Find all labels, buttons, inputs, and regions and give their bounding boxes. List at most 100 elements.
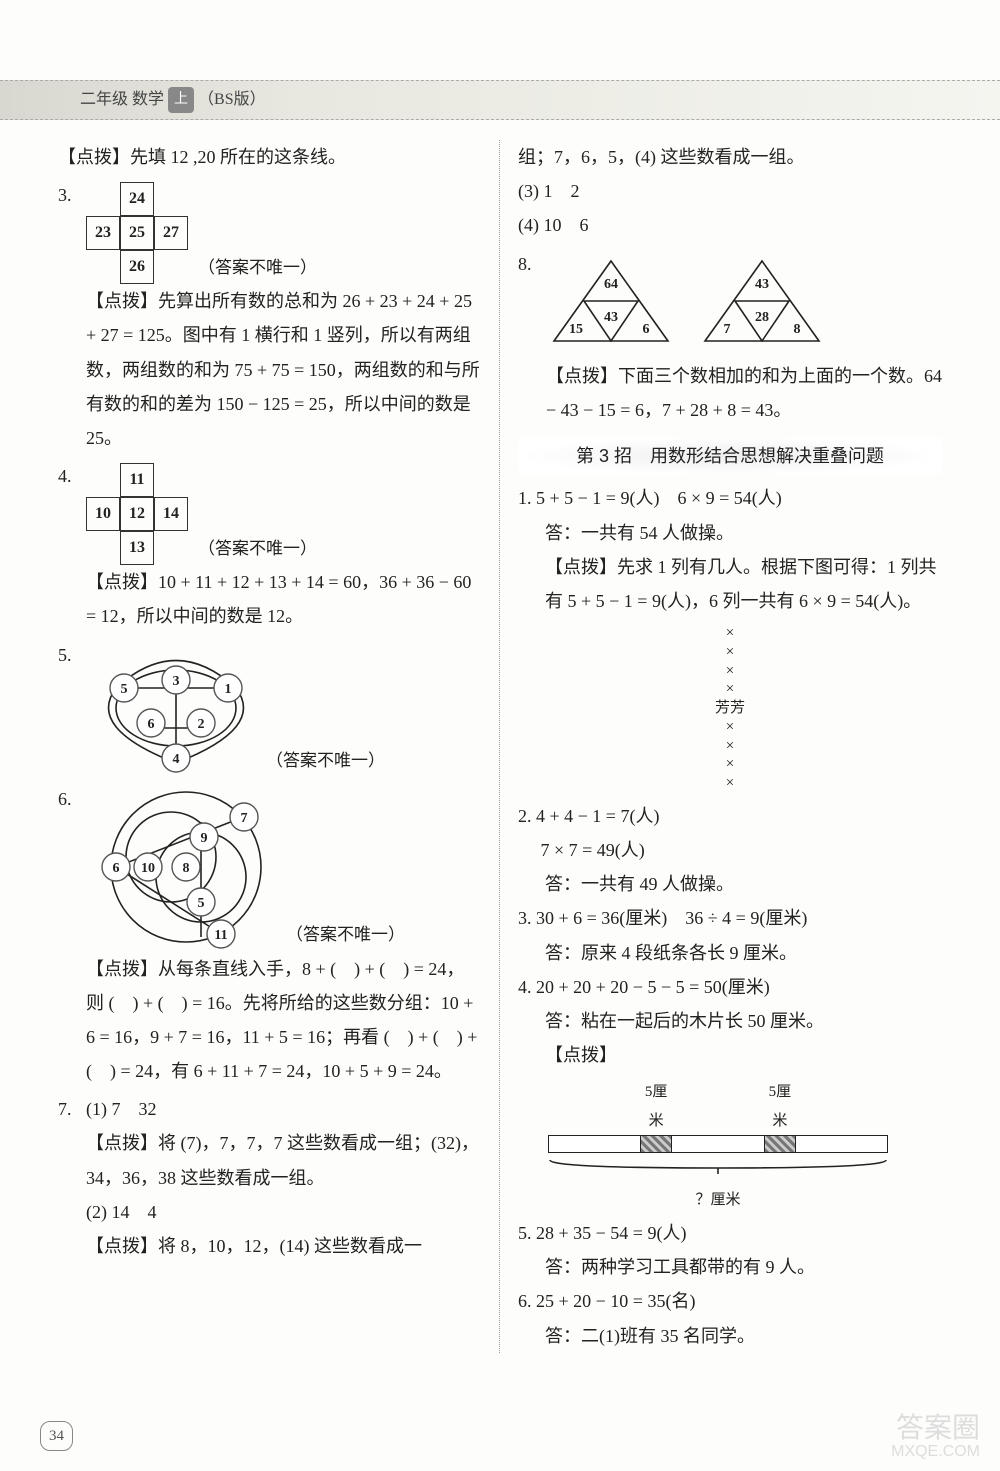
- s2-l2: 7 × 7 = 49(人): [518, 833, 942, 867]
- s4-ans: 答：粘在一起后的木片长 50 厘米。: [518, 1004, 942, 1038]
- q4-note: （答案不唯一）: [198, 533, 317, 565]
- q5-diagram: 5 3 1 6 2 4: [86, 638, 266, 778]
- q7-p4: (4) 10 6: [518, 208, 942, 242]
- cell-l: 23: [86, 216, 120, 250]
- cell-r: 14: [154, 497, 188, 531]
- svg-text:7: 7: [241, 811, 248, 826]
- s3-l1: 3. 30 + 6 = 36(厘米) 36 ÷ 4 = 9(厘米): [518, 901, 942, 935]
- s2-ans: 答：一共有 49 人做操。: [518, 867, 942, 901]
- q3: 3. 24 232527 26 （答案不唯一） 【点拨】先算出所有数的总和为 2…: [58, 178, 481, 455]
- q3-cross: 24 232527 26: [86, 182, 188, 284]
- svg-text:28: 28: [755, 310, 769, 325]
- q4-num: 4.: [58, 459, 86, 633]
- s4-figure: 5厘米 5厘米 ？厘米: [548, 1078, 942, 1214]
- svg-text:2: 2: [198, 717, 205, 732]
- q7-h2: 【点拨】将 8，10，12，(14) 这些数看成一: [86, 1229, 481, 1263]
- s6-ans: 答：二(1)班有 35 名同学。: [518, 1319, 942, 1353]
- q4-cross: 11 101214 13: [86, 463, 188, 565]
- s1: 1. 5 + 5 − 1 = 9(人) 6 × 9 = 54(人) 答：一共有 …: [518, 481, 942, 793]
- q5-num: 5.: [58, 638, 86, 778]
- q7-p3: (3) 1 2: [518, 174, 942, 208]
- s1-fang: 芳芳: [715, 700, 745, 716]
- s5-ans: 答：两种学习工具都带的有 9 人。: [518, 1250, 942, 1284]
- svg-text:8: 8: [793, 322, 800, 337]
- svg-text:6: 6: [113, 861, 120, 876]
- svg-text:6: 6: [643, 322, 650, 337]
- q6-nodes: 6 10 8 9 7 5 11: [102, 803, 258, 948]
- strip-q: ？厘米: [548, 1186, 888, 1215]
- q6-hint: 【点拨】从每条直线入手，8 + ( ) + ( ) = 24，则 ( ) + (…: [86, 952, 481, 1089]
- cell-c: 25: [120, 216, 154, 250]
- q7-p1: (1) 7 32: [86, 1092, 481, 1126]
- s4: 4. 20 + 20 + 20 − 5 − 5 = 50(厘米) 答：粘在一起后…: [518, 970, 942, 1214]
- page-number: 34: [40, 1421, 73, 1452]
- q6-note: （答案不唯一）: [286, 919, 405, 951]
- columns: 【点拨】先填 12 ,20 所在的这条线。 3. 24 232527 26 （答…: [40, 140, 960, 1353]
- q7-num: 7.: [58, 1092, 86, 1263]
- q8-num: 8.: [518, 247, 546, 428]
- cell-l: 10: [86, 497, 120, 531]
- q5-note: （答案不唯一）: [266, 745, 385, 777]
- q5: 5. 5 3: [58, 638, 481, 778]
- cell-t: 24: [120, 182, 154, 216]
- q3-note: （答案不唯一）: [198, 252, 317, 284]
- cell-b: 13: [120, 531, 154, 565]
- header-grade: 二年级 数学: [80, 85, 164, 115]
- wm-l2: MXQE.COM: [891, 1443, 980, 1461]
- header-vol: 上: [168, 87, 194, 114]
- watermark: 答案圈 MXQE.COM: [891, 1413, 980, 1461]
- q6-num: 6.: [58, 782, 86, 1089]
- s4-hlabel: 【点拨】: [518, 1038, 942, 1072]
- left-column: 【点拨】先填 12 ,20 所在的这条线。 3. 24 232527 26 （答…: [40, 140, 500, 1353]
- hint-top: 【点拨】先填 12 ,20 所在的这条线。: [58, 140, 481, 174]
- q7-h1: 【点拨】将 (7)，7，7，7 这些数看成一组；(32)，34，36，38 这些…: [86, 1126, 481, 1194]
- s5: 5. 28 + 35 − 54 = 9(人) 答：两种学习工具都带的有 9 人。: [518, 1216, 942, 1284]
- cell-c: 12: [120, 497, 154, 531]
- s4-l1: 4. 20 + 20 + 20 − 5 − 5 = 50(厘米): [518, 970, 942, 1004]
- page: 二年级 数学 上 （BS版） 【点拨】先填 12 ,20 所在的这条线。 3. …: [0, 0, 1000, 1471]
- svg-text:11: 11: [214, 928, 227, 943]
- svg-text:64: 64: [604, 277, 618, 292]
- s6: 6. 25 + 20 − 10 = 35(名) 答：二(1)班有 35 名同学。: [518, 1284, 942, 1352]
- cell-t: 11: [120, 463, 154, 497]
- s1-ans: 答：一共有 54 人做操。: [518, 516, 942, 550]
- q3-hint: 【点拨】先算出所有数的总和为 26 + 23 + 24 + 25 + 27 = …: [86, 284, 481, 455]
- seg2-label: 5厘米: [764, 1078, 795, 1135]
- wm-l1: 答案圈: [891, 1413, 980, 1444]
- right-column: 组；7，6，5，(4) 这些数看成一组。 (3) 1 2 (4) 10 6 8.…: [500, 140, 960, 1353]
- svg-text:3: 3: [173, 674, 180, 689]
- s1-figure: ×××× 芳芳 ××××: [518, 624, 942, 793]
- q8-tri2: 43 7 28 8: [697, 253, 827, 348]
- q6-diagram: 6 10 8 9 7 5 11: [86, 782, 286, 952]
- svg-text:43: 43: [755, 277, 769, 292]
- q8: 8. 64 15 43 6: [518, 247, 942, 428]
- brace-icon: [548, 1158, 888, 1176]
- svg-text:43: 43: [604, 310, 618, 325]
- page-header: 二年级 数学 上 （BS版）: [0, 80, 1000, 120]
- s2-l1: 2. 4 + 4 − 1 = 7(人): [518, 799, 942, 833]
- svg-text:8: 8: [183, 861, 190, 876]
- q3-num: 3.: [58, 178, 86, 455]
- section-3-banner: 第 3 招 用数形结合思想解决重叠问题: [518, 437, 942, 475]
- header-edition: （BS版）: [198, 85, 266, 115]
- svg-text:5: 5: [121, 682, 128, 697]
- s1-hint: 【点拨】先求 1 列有几人。根据下图可得：1 列共有 5 + 5 − 1 = 9…: [518, 550, 942, 618]
- s3-ans: 答：原来 4 段纸条各长 9 厘米。: [518, 936, 942, 970]
- svg-text:10: 10: [141, 861, 155, 876]
- q4: 4. 11 101214 13 （答案不唯一） 【点拨】10 + 11 + 12…: [58, 459, 481, 633]
- q7-cont: 组；7，6，5，(4) 这些数看成一组。: [518, 140, 942, 174]
- s5-l1: 5. 28 + 35 − 54 = 9(人): [518, 1216, 942, 1250]
- svg-text:4: 4: [173, 752, 180, 767]
- q4-hint: 【点拨】10 + 11 + 12 + 13 + 14 = 60，36 + 36 …: [86, 565, 481, 633]
- cell-r: 27: [154, 216, 188, 250]
- svg-text:6: 6: [148, 717, 155, 732]
- s1-l1: 1. 5 + 5 − 1 = 9(人) 6 × 9 = 54(人): [518, 481, 942, 515]
- q8-tri1: 64 15 43 6: [546, 253, 676, 348]
- svg-text:5: 5: [198, 896, 205, 911]
- s3: 3. 30 + 6 = 36(厘米) 36 ÷ 4 = 9(厘米) 答：原来 4…: [518, 901, 942, 969]
- cell-b: 26: [120, 250, 154, 284]
- q7-p2: (2) 14 4: [86, 1195, 481, 1229]
- svg-text:9: 9: [201, 831, 208, 846]
- seg1-label: 5厘米: [641, 1078, 672, 1135]
- q8-hint: 【点拨】下面三个数相加的和为上面的一个数。64 − 43 − 15 = 6，7 …: [546, 359, 942, 427]
